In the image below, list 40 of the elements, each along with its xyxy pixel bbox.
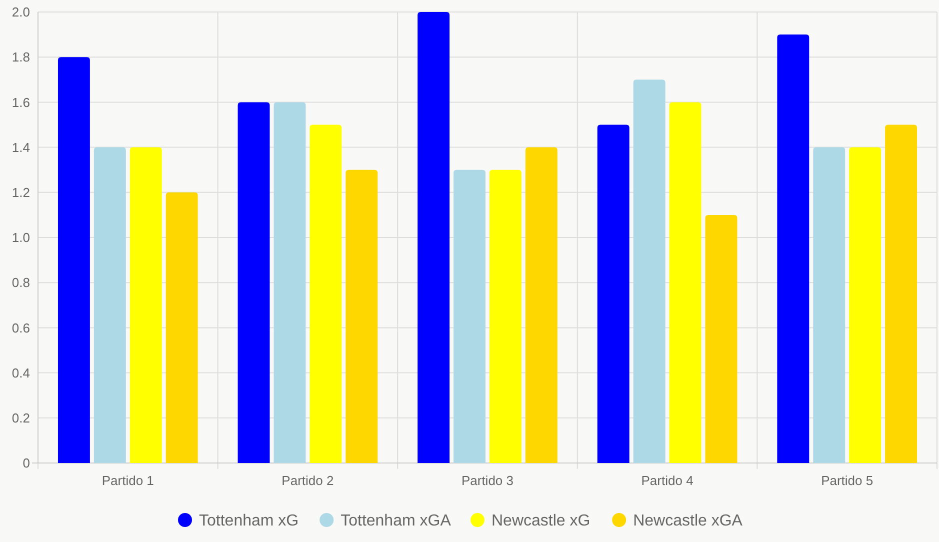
- y-tick-label: 2.0: [12, 4, 30, 20]
- y-tick-label: 0: [22, 456, 30, 471]
- x-tick-label: Partido 3: [461, 473, 514, 488]
- legend-label: Newcastle xGA: [633, 512, 743, 530]
- x-tick-label: Partido 2: [282, 473, 334, 488]
- legend-label: Tottenham xG: [199, 512, 299, 530]
- bar: [166, 192, 198, 463]
- bar: [777, 34, 810, 463]
- y-tick-label: 1.4: [12, 140, 30, 155]
- bar: [130, 147, 162, 463]
- x-tick-label: Partido 1: [102, 473, 154, 488]
- bar: [813, 147, 846, 463]
- bar: [238, 102, 270, 463]
- bar: [885, 124, 918, 463]
- y-tick-label: 1.8: [12, 50, 30, 65]
- y-tick-label: 1.2: [12, 184, 30, 200]
- y-tick-label: 0.4: [12, 365, 30, 380]
- y-tick-label: 1.6: [12, 94, 30, 110]
- bar: [490, 170, 522, 463]
- y-tick-label: 0.2: [12, 410, 30, 426]
- bar: [418, 12, 450, 463]
- x-tick-label: Partido 5: [821, 473, 874, 488]
- bar: [525, 147, 558, 463]
- legend-label: Newcastle xG: [492, 512, 590, 530]
- bar: [597, 124, 630, 463]
- y-tick-label: 1.0: [12, 230, 30, 246]
- bar: [454, 170, 486, 463]
- legend-label: Tottenham xGA: [340, 512, 452, 530]
- y-tick-label: 0.6: [12, 320, 30, 336]
- x-tick-label: Partido 4: [641, 473, 694, 488]
- bar: [94, 147, 126, 463]
- bar: [310, 124, 342, 463]
- bar: [346, 170, 378, 463]
- bar: [58, 57, 90, 463]
- bar: [849, 147, 882, 463]
- bar: [633, 80, 666, 463]
- bar: [274, 102, 306, 463]
- bar: [705, 214, 738, 463]
- bar: [669, 102, 702, 463]
- y-tick-label: 0.8: [12, 275, 30, 290]
